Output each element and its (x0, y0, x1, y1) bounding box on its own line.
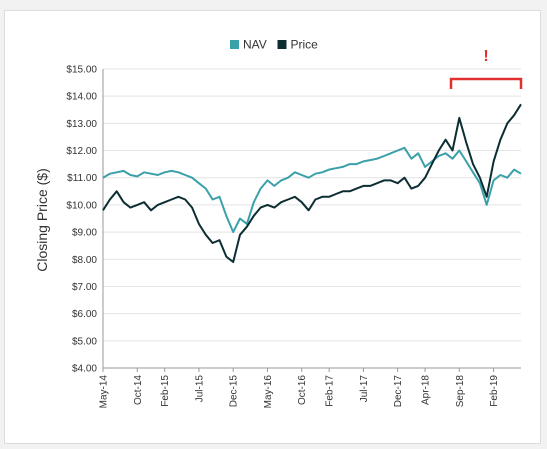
y-tick-label: $15.00 (66, 65, 97, 76)
series-lines (102, 103, 522, 263)
x-tick-label: Oct-14 (133, 375, 144, 405)
y-tick-label: $7.00 (72, 282, 97, 293)
x-tick-label: Jul-17 (359, 375, 370, 403)
exclamation-mark: ! (483, 48, 488, 65)
grid-lines (102, 68, 521, 369)
y-tick-label: $11.00 (67, 173, 97, 184)
x-axis-ticks: May-14 Oct-14 Feb-15 Jul-15 Dec-15 May-16 Oct-… (99, 368, 500, 409)
y-tick-label: $10.00 (66, 200, 97, 211)
series-line-nav (102, 146, 522, 234)
series-line-price (102, 103, 522, 263)
x-tick-label: Sep-18 (455, 375, 466, 408)
y-tick-label: $9.00 (72, 228, 97, 239)
y-tick-label: $5.00 (72, 336, 97, 347)
legend-swatch-price (277, 40, 287, 49)
legend-label-price: Price (291, 38, 319, 52)
y-tick-label: $13.00 (66, 119, 97, 130)
x-tick-label: May-16 (263, 375, 274, 409)
x-tick-label: Apr-18 (421, 375, 432, 405)
annotation: ! (449, 48, 523, 89)
x-tick-label: Jul-15 (194, 375, 205, 403)
y-axis-ticks: $4.00 $5.00 $6.00 $7.00 $8.00 $9.00 $10.00 $11.… (66, 65, 97, 375)
x-tick-label: Feb-17 (325, 375, 336, 407)
y-tick-label: $8.00 (72, 255, 97, 266)
x-tick-label: Dec-15 (229, 375, 240, 408)
x-tick-label: Dec-17 (393, 375, 404, 408)
y-axis-label: Closing Price ($) (34, 168, 50, 271)
x-tick-label: Oct-16 (297, 375, 308, 405)
legend-label-nav: NAV (243, 38, 267, 52)
x-tick-label: May-14 (99, 375, 110, 409)
y-tick-label: $6.00 (72, 309, 97, 320)
y-tick-label: $14.00 (66, 92, 97, 103)
y-tick-label: $4.00 (72, 364, 97, 375)
x-tick-label: Feb-15 (160, 375, 171, 407)
legend-swatch-nav (230, 40, 239, 49)
highlight-bracket (449, 77, 523, 89)
y-tick-label: $12.00 (66, 146, 97, 157)
x-tick-label: Feb-19 (489, 375, 500, 407)
legend: NAV Price (230, 38, 318, 52)
